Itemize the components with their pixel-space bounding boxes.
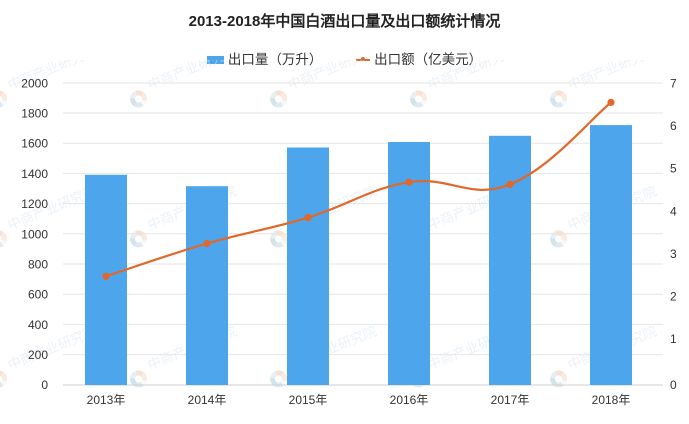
- svg-text:1000: 1000: [21, 227, 48, 241]
- svg-text:7: 7: [670, 77, 677, 91]
- svg-text:400: 400: [28, 318, 48, 332]
- svg-text:800: 800: [28, 258, 48, 272]
- svg-text:1200: 1200: [21, 197, 48, 211]
- svg-text:1400: 1400: [21, 167, 48, 181]
- svg-text:2013年: 2013年: [87, 393, 126, 407]
- svg-text:2018年: 2018年: [592, 393, 631, 407]
- svg-text:0: 0: [41, 378, 48, 392]
- svg-text:200: 200: [28, 348, 48, 362]
- svg-text:6: 6: [670, 119, 677, 133]
- svg-text:4: 4: [670, 204, 677, 218]
- svg-text:2: 2: [670, 290, 677, 304]
- svg-text:2016年: 2016年: [390, 393, 429, 407]
- svg-text:2017年: 2017年: [491, 393, 530, 407]
- svg-text:0: 0: [670, 378, 677, 392]
- svg-text:1800: 1800: [21, 107, 48, 121]
- svg-text:600: 600: [28, 288, 48, 302]
- svg-text:2014年: 2014年: [188, 393, 227, 407]
- svg-text:3: 3: [670, 247, 677, 261]
- svg-text:2000: 2000: [21, 77, 48, 91]
- svg-text:1: 1: [670, 332, 677, 346]
- svg-text:2015年: 2015年: [289, 393, 328, 407]
- svg-text:1600: 1600: [21, 137, 48, 151]
- svg-text:5: 5: [670, 162, 677, 176]
